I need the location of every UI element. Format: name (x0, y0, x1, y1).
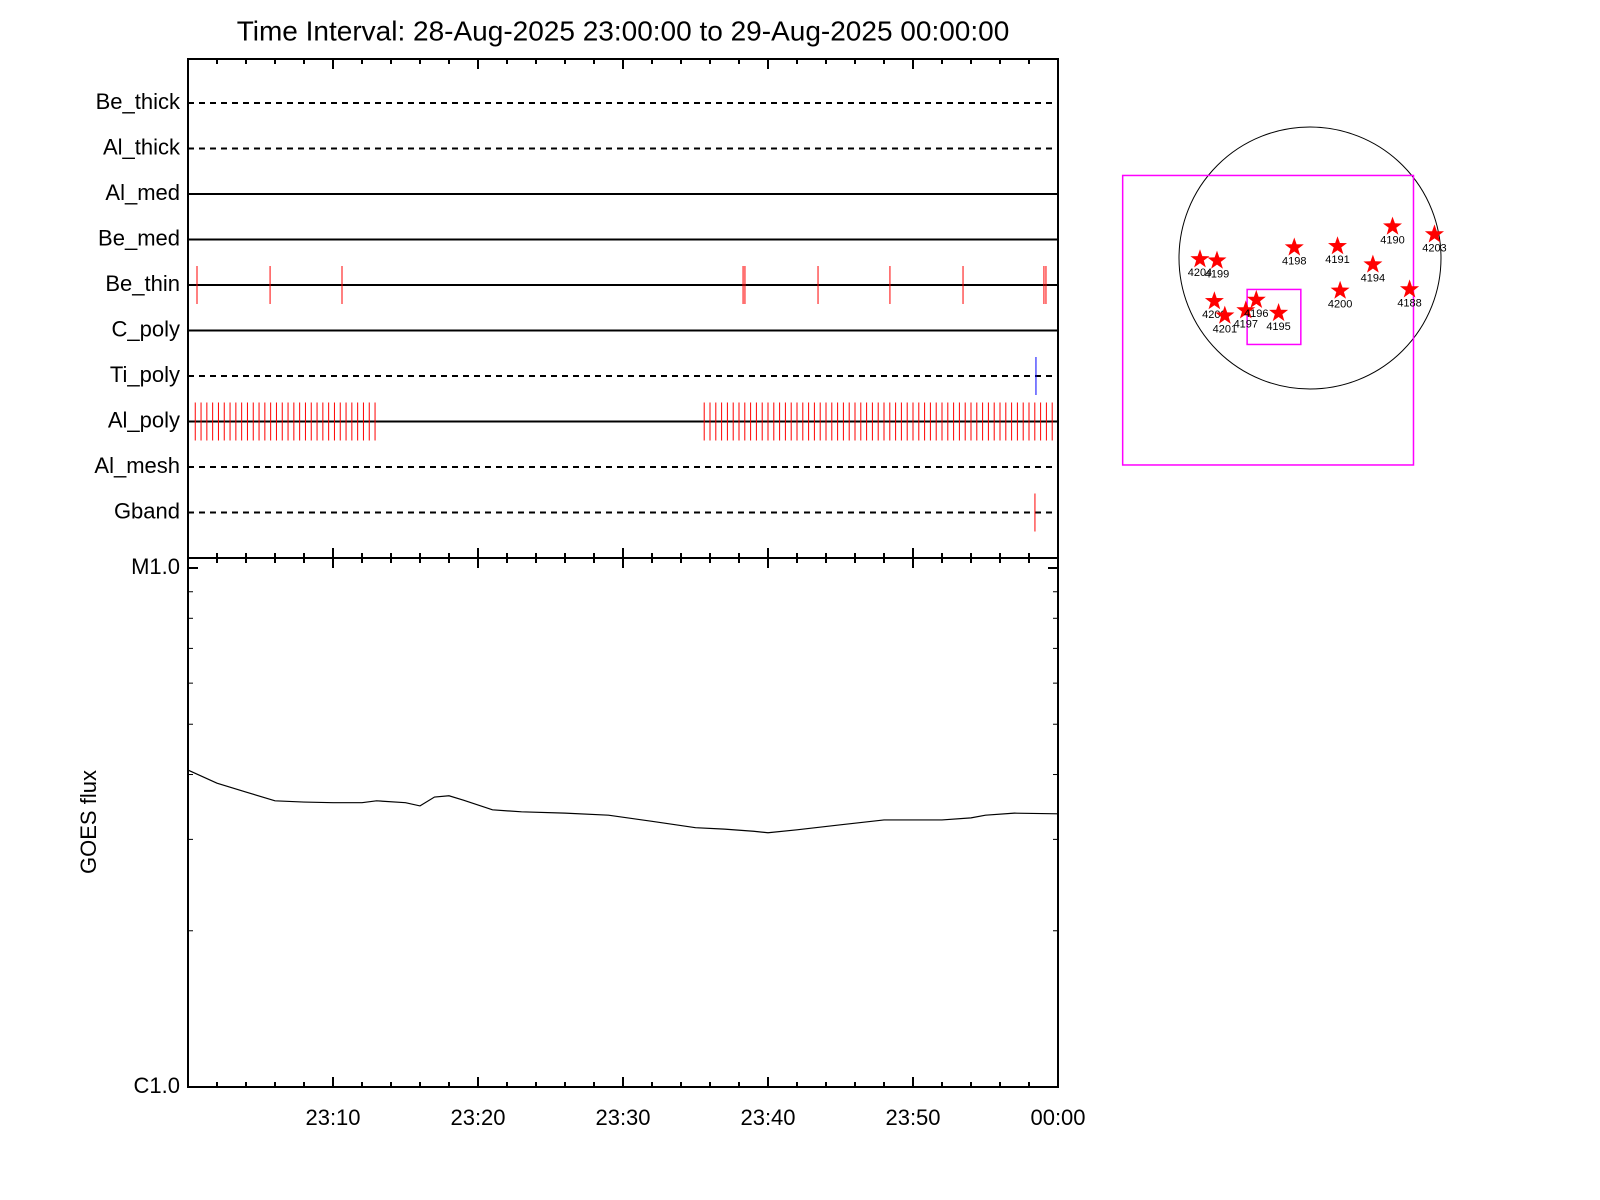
region-label: 4190 (1380, 234, 1404, 246)
region-star (1246, 289, 1266, 308)
row-label: Be_med (98, 225, 180, 250)
region-star (1328, 236, 1347, 255)
region-star (1236, 300, 1256, 319)
region-star (1207, 250, 1227, 269)
x-tick-label: 23:20 (450, 1105, 505, 1130)
row-label: Ti_poly (110, 362, 180, 387)
region-star (1383, 216, 1402, 235)
row-label: Al_mesh (94, 453, 180, 478)
row-label: Al_med (105, 180, 180, 205)
x-tick-label: 00:00 (1030, 1105, 1085, 1130)
row-label: Be_thin (105, 271, 180, 296)
region-label: 4199 (1205, 269, 1229, 281)
x-tick-label: 23:40 (740, 1105, 795, 1130)
row-label: C_poly (112, 316, 180, 341)
region-star (1284, 237, 1304, 256)
region-label: 4203 (1422, 242, 1446, 254)
region-star (1330, 280, 1350, 299)
region-star (1215, 305, 1235, 324)
region-label: 4198 (1282, 255, 1306, 267)
fov-box (1246, 288, 1302, 346)
row-label: Al_thick (103, 134, 181, 159)
solar-disk (1178, 126, 1442, 390)
x-tick-label: 23:10 (305, 1105, 360, 1130)
flux-line (187, 769, 1059, 834)
region-star (1190, 249, 1210, 268)
region-star (1424, 224, 1444, 243)
row-label: Al_poly (108, 407, 180, 432)
row-label: Be_thick (96, 89, 181, 114)
x-tick-label: 23:50 (885, 1105, 940, 1130)
y-axis-label: GOES flux (76, 770, 101, 874)
y-tick-label: C1.0 (134, 1073, 180, 1098)
x-tick-label: 23:30 (595, 1105, 650, 1130)
region-star (1269, 303, 1289, 322)
region-star (1400, 279, 1420, 298)
region-star (1363, 254, 1383, 273)
region-label: 4194 (1361, 272, 1385, 284)
region-label: 4196 (1244, 308, 1268, 320)
region-label: 4191 (1325, 254, 1349, 266)
region-label: 4195 (1266, 321, 1290, 333)
region-label: 4202 (1202, 309, 1226, 321)
region-label: 4204 (1188, 267, 1212, 279)
region-label: 4197 (1234, 318, 1258, 330)
region-label: 4188 (1397, 297, 1421, 309)
chart-title: Time Interval: 28-Aug-2025 23:00:00 to 2… (237, 15, 1010, 46)
region-label: 4201 (1213, 324, 1237, 336)
region-label: 4200 (1328, 299, 1352, 311)
y-tick-label: M1.0 (131, 554, 180, 579)
row-label: Gband (114, 498, 180, 523)
region-star (1204, 291, 1224, 310)
fov-box (1121, 174, 1415, 466)
